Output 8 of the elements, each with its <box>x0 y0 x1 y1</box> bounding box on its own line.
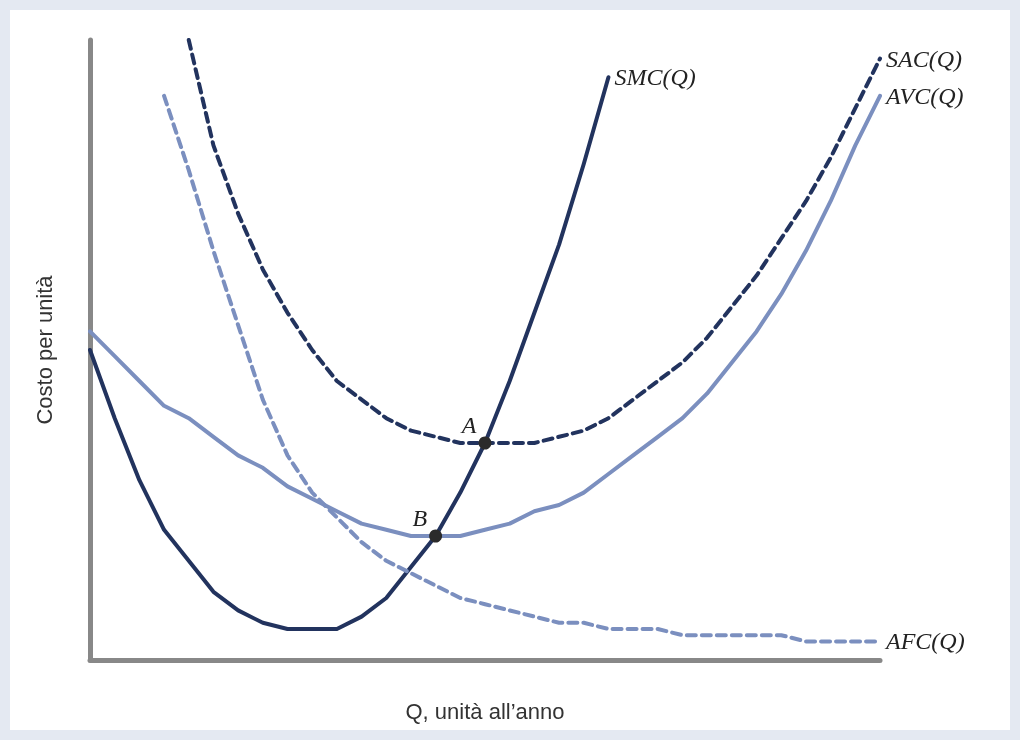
x-axis-title: Q, unità all’anno <box>405 698 565 724</box>
series-label: SMC(Q) <box>614 64 696 91</box>
series-label: SAC(Q) <box>886 45 962 72</box>
y-axis-title: Costo per unità <box>31 274 57 425</box>
annotation: B <box>412 505 428 531</box>
series-label: AVC(Q) <box>884 82 964 109</box>
series-label: AFC(Q) <box>884 628 965 655</box>
annotation: A <box>459 412 477 438</box>
